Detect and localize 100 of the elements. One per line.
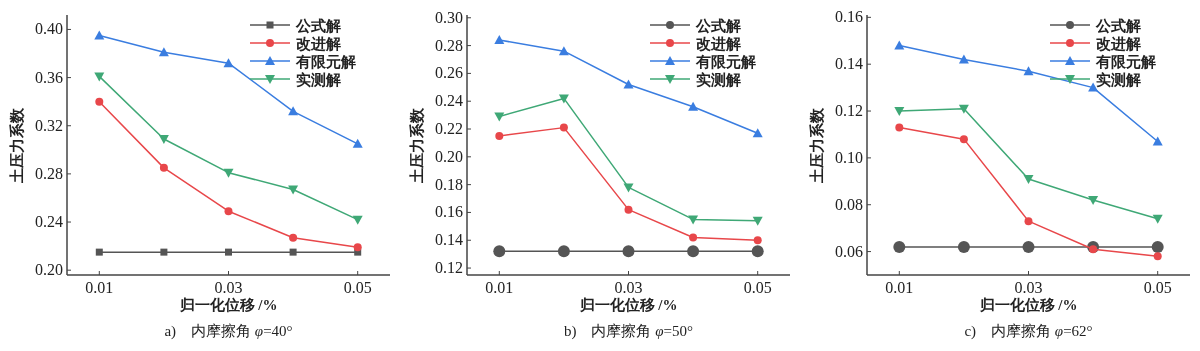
point (687, 245, 700, 258)
text: b) 内摩擦角 φ=50° (563, 323, 694, 340)
point (688, 101, 699, 111)
x-tick-label: 0.05 (743, 279, 772, 296)
point (752, 128, 763, 138)
point (1152, 214, 1163, 224)
point (623, 79, 634, 89)
y-axis-title: 土压力系数 (9, 106, 25, 184)
y-tick-label: 0.28 (435, 36, 463, 54)
legend-label: 有限元解 (295, 54, 356, 70)
point (558, 46, 569, 56)
y-tick-label: 0.14 (835, 55, 863, 73)
point (160, 248, 168, 256)
point (895, 123, 904, 132)
point (959, 135, 968, 144)
point (558, 94, 569, 104)
y-tick-label: 0.32 (35, 116, 63, 134)
legend-label: 公式解 (295, 18, 341, 34)
point (752, 216, 763, 226)
point (751, 245, 764, 258)
y-tick-label: 0.08 (835, 195, 863, 213)
y-tick-label: 0.12 (435, 259, 463, 277)
y-tick-label: 0.18 (435, 175, 463, 193)
legend-label: 实测解 (296, 71, 341, 88)
point (1089, 245, 1098, 254)
point (623, 183, 634, 193)
y-axis-title: 土压力系数 (409, 106, 425, 184)
y-axis-title: 土压力系数 (809, 106, 825, 184)
point (559, 123, 568, 132)
point (353, 243, 362, 252)
legend-label: 实测解 (1096, 71, 1141, 88)
point (622, 245, 635, 258)
y-tick-label: 0.06 (835, 242, 863, 260)
text: a) 内摩擦角 φ=40° (164, 323, 293, 340)
legend-label: 改进解 (696, 36, 741, 52)
point (893, 240, 906, 253)
point (289, 233, 298, 242)
point (352, 138, 363, 148)
legend-label: 有限元解 (1095, 54, 1156, 70)
point (894, 40, 905, 50)
point (1088, 196, 1099, 206)
x-tick-label: 0.01 (485, 279, 514, 296)
y-tick-label: 0.24 (35, 213, 63, 231)
x-tick-label: 0.05 (1143, 279, 1172, 296)
legend-label: 实测解 (696, 71, 741, 88)
y-tick-label: 0.26 (435, 64, 463, 82)
point (94, 30, 105, 40)
point (94, 72, 105, 82)
point (224, 207, 233, 216)
point (1153, 252, 1162, 261)
point (957, 240, 970, 253)
point (689, 233, 698, 242)
x-axis-title: 归一化位移 /% (578, 297, 678, 313)
point (894, 107, 905, 117)
point (688, 215, 699, 225)
y-tick-label: 0.22 (435, 120, 463, 138)
point (1024, 217, 1033, 226)
point (223, 58, 234, 68)
point (1023, 174, 1034, 184)
point (494, 112, 505, 122)
y-tick-label: 0.14 (435, 231, 463, 249)
point (352, 215, 363, 225)
point (223, 168, 234, 178)
point (1151, 240, 1164, 253)
legend-label: 公式解 (695, 18, 741, 34)
point (1022, 240, 1035, 253)
x-tick-label: 0.03 (214, 279, 243, 296)
x-tick-label: 0.03 (614, 279, 643, 296)
x-axis-title: 归一化位移 /% (978, 297, 1078, 313)
point (158, 134, 169, 144)
y-tick-label: 0.20 (35, 261, 63, 279)
point (493, 245, 506, 258)
x-axis-title: 归一化位移 /% (178, 297, 278, 313)
point (494, 35, 505, 45)
point (753, 236, 762, 245)
point (958, 104, 969, 114)
point (495, 131, 504, 140)
y-tick-label: 0.36 (35, 68, 63, 86)
point (225, 248, 232, 256)
point (624, 205, 633, 214)
y-tick-label: 0.10 (835, 148, 863, 166)
y-tick-label: 0.16 (435, 203, 463, 221)
y-tick-label: 0.40 (35, 20, 63, 38)
point (158, 47, 169, 57)
y-tick-label: 0.12 (835, 102, 863, 120)
x-tick-label: 0.01 (885, 279, 914, 296)
y-tick-label: 0.16 (835, 8, 863, 26)
point (159, 163, 168, 172)
point (288, 106, 299, 116)
legend-label: 改进解 (1096, 36, 1141, 52)
point (95, 97, 104, 106)
point (95, 248, 103, 256)
point (557, 245, 570, 258)
point (958, 54, 969, 64)
x-tick-label: 0.03 (1014, 279, 1043, 296)
x-tick-label: 0.05 (343, 279, 372, 296)
legend-label: 改进解 (296, 36, 341, 52)
legend-label: 公式解 (1095, 18, 1141, 34)
text: c) 内摩擦角 φ=62° (964, 323, 1093, 340)
y-tick-label: 0.24 (435, 92, 463, 110)
